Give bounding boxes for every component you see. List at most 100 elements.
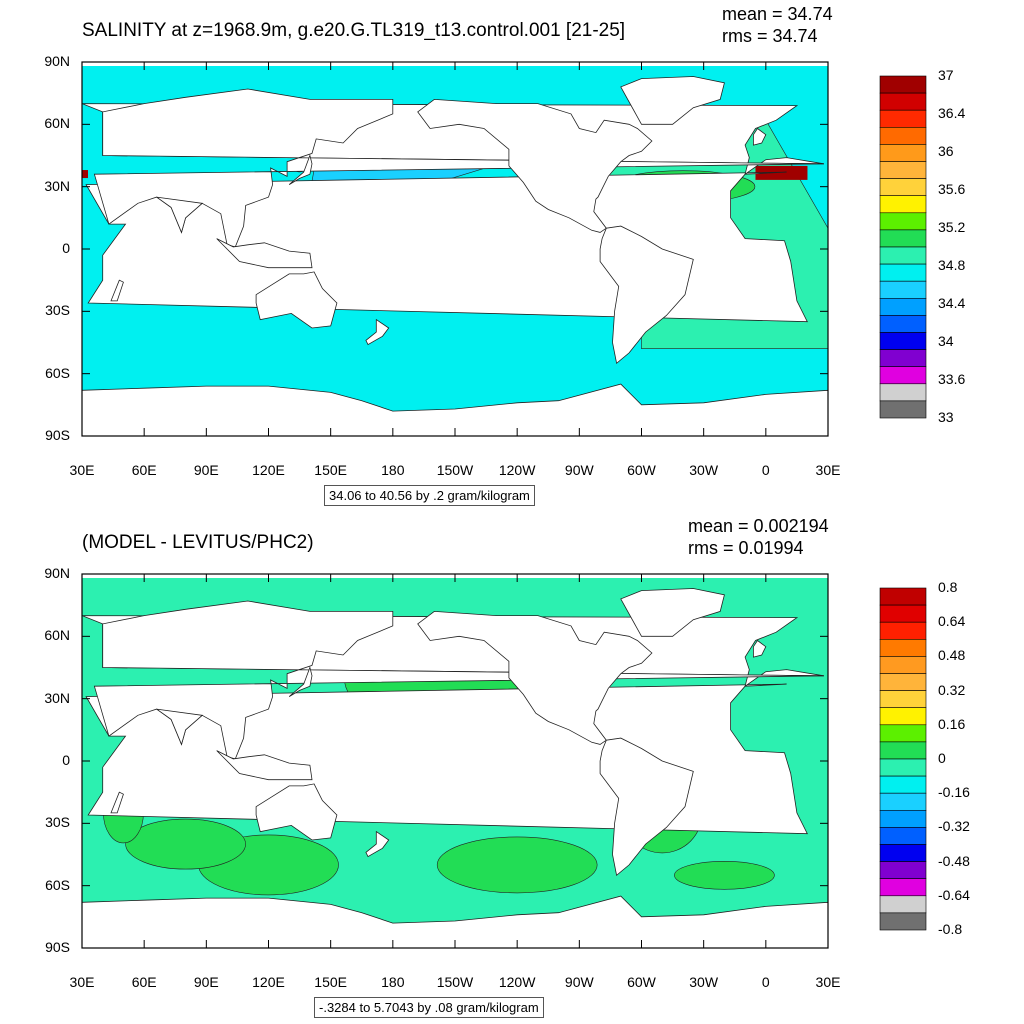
positive-anomaly-patch (125, 818, 246, 870)
colorbar-cell (879, 400, 927, 419)
colorbar-cell (879, 844, 927, 862)
x-tick-label: 30E (815, 462, 841, 478)
colorbar-cell (879, 212, 927, 231)
colorbar-cell (879, 229, 927, 248)
y-tick-label: 60S (45, 876, 70, 893)
colorbar-cell (879, 109, 927, 128)
land-india (156, 708, 204, 746)
x-tick-label: 30W (689, 462, 719, 478)
colorbar-cell (879, 827, 927, 845)
colorbar-cell (879, 673, 927, 691)
colorbar-label: -0.8 (938, 921, 963, 937)
x-tick-label: 60W (627, 462, 656, 478)
x-tick-label: 30E (69, 974, 95, 990)
colorbar-cell (879, 690, 927, 708)
colorbar-cell (879, 895, 927, 914)
contour-info: -.3284 to 5.7043 by .08 gram/kilogram (314, 997, 544, 1018)
y-tick-label: 90N (44, 565, 70, 581)
y-tick-label: 30S (45, 814, 70, 831)
land-antarctica (82, 895, 828, 948)
colorbar-label: 0 (938, 750, 946, 766)
colorbar-cell (879, 297, 927, 316)
x-tick-label: 180 (381, 974, 405, 990)
colorbar-cell (879, 707, 927, 726)
y-tick-label: 90S (45, 939, 70, 955)
y-tick-label: 0 (62, 752, 70, 768)
x-tick-label: 120E (252, 974, 285, 990)
colorbar-label: 0.16 (938, 715, 966, 732)
x-tick-label: 90E (193, 462, 219, 478)
land-samerica (599, 225, 694, 365)
x-tick-label: 150E (314, 974, 347, 990)
x-tick-label: 0 (761, 974, 770, 990)
colorbar-cell (879, 741, 927, 760)
x-tick-label: 180 (381, 462, 405, 478)
colorbar-cell (879, 792, 927, 811)
colorbar-cell (879, 315, 927, 333)
x-tick-label: 90E (193, 974, 219, 990)
x-tick-label: 0 (761, 462, 770, 478)
colorbar-label: 33.6 (938, 371, 966, 387)
difference-panel: (MODEL - LEVITUS/PHC2) mean = 0.002194 r… (0, 512, 1024, 1024)
colorbar-cell (879, 775, 927, 794)
colorbar-cell (879, 178, 927, 197)
land-japan (288, 666, 313, 697)
colorbar-label: 34.8 (938, 257, 966, 273)
colorbar-cell (879, 912, 927, 931)
x-tick-label: 90W (564, 462, 594, 478)
colorbar-label: 34.4 (938, 295, 966, 311)
x-tick-label: 30E (69, 462, 95, 478)
y-tick-label: 30N (44, 689, 70, 706)
colorbar-cell (879, 383, 927, 402)
colorbar-label: -0.64 (938, 886, 970, 903)
y-tick-label: 30S (45, 302, 70, 319)
colorbar-label: -0.48 (938, 852, 970, 869)
contour-info: 34.06 to 40.56 by .2 gram/kilogram (324, 485, 535, 506)
colorbar-cell (879, 263, 927, 282)
land-uk (753, 639, 767, 658)
colorbar-cell (879, 604, 927, 623)
mean-stat: mean = 0.002194 (688, 516, 829, 536)
colorbar-cell (879, 280, 927, 299)
x-tick-label: 60E (131, 974, 157, 990)
colorbar-cell (879, 861, 927, 879)
colorbar-cell (879, 809, 927, 828)
land-namerica (417, 98, 653, 233)
x-tick-label: 150E (314, 462, 347, 478)
salinity-panel: SALINITY at z=1968.9m, g.e20.G.TL319_t13… (82, 4, 833, 506)
map-field (82, 62, 828, 436)
colorbar-cell (879, 758, 927, 777)
colorbar-label: 35.2 (938, 219, 966, 235)
x-tick-label: 120E (252, 462, 285, 478)
colorbar-cell (879, 127, 927, 145)
colorbar-cell (879, 75, 927, 94)
land-uk (753, 127, 767, 146)
x-tick-label: 30W (689, 974, 719, 990)
colorbar-cell (879, 195, 927, 214)
land-australia (255, 783, 338, 841)
x-tick-label: 60W (627, 974, 656, 990)
mediterranean-region (755, 165, 808, 180)
x-tick-label: 150W (436, 462, 474, 478)
colorbar-cell (879, 161, 927, 179)
colorbar-cell (879, 621, 927, 640)
colorbar-label: 0.48 (938, 647, 966, 664)
land-nz (365, 318, 390, 346)
land-indonesia (216, 750, 313, 781)
colorbar-label: 0.64 (938, 613, 966, 630)
y-tick-label: 0 (62, 240, 70, 256)
y-tick-label: 90N (44, 53, 70, 69)
y-tick-label: 60N (44, 627, 70, 644)
colorbar-cell (879, 92, 927, 111)
x-tick-label: 150W (436, 974, 474, 990)
x-tick-label: 90W (564, 974, 594, 990)
positive-anomaly-patch (436, 836, 598, 894)
land-indonesia (216, 238, 313, 269)
y-tick-label: 60N (44, 115, 70, 132)
colorbar-label: 0.8 (938, 579, 958, 595)
land-antarctica (82, 383, 828, 436)
mean-stat: mean = 34.74 (722, 4, 833, 24)
colorbar-cell (879, 144, 927, 162)
colorbar-cell (879, 332, 927, 350)
